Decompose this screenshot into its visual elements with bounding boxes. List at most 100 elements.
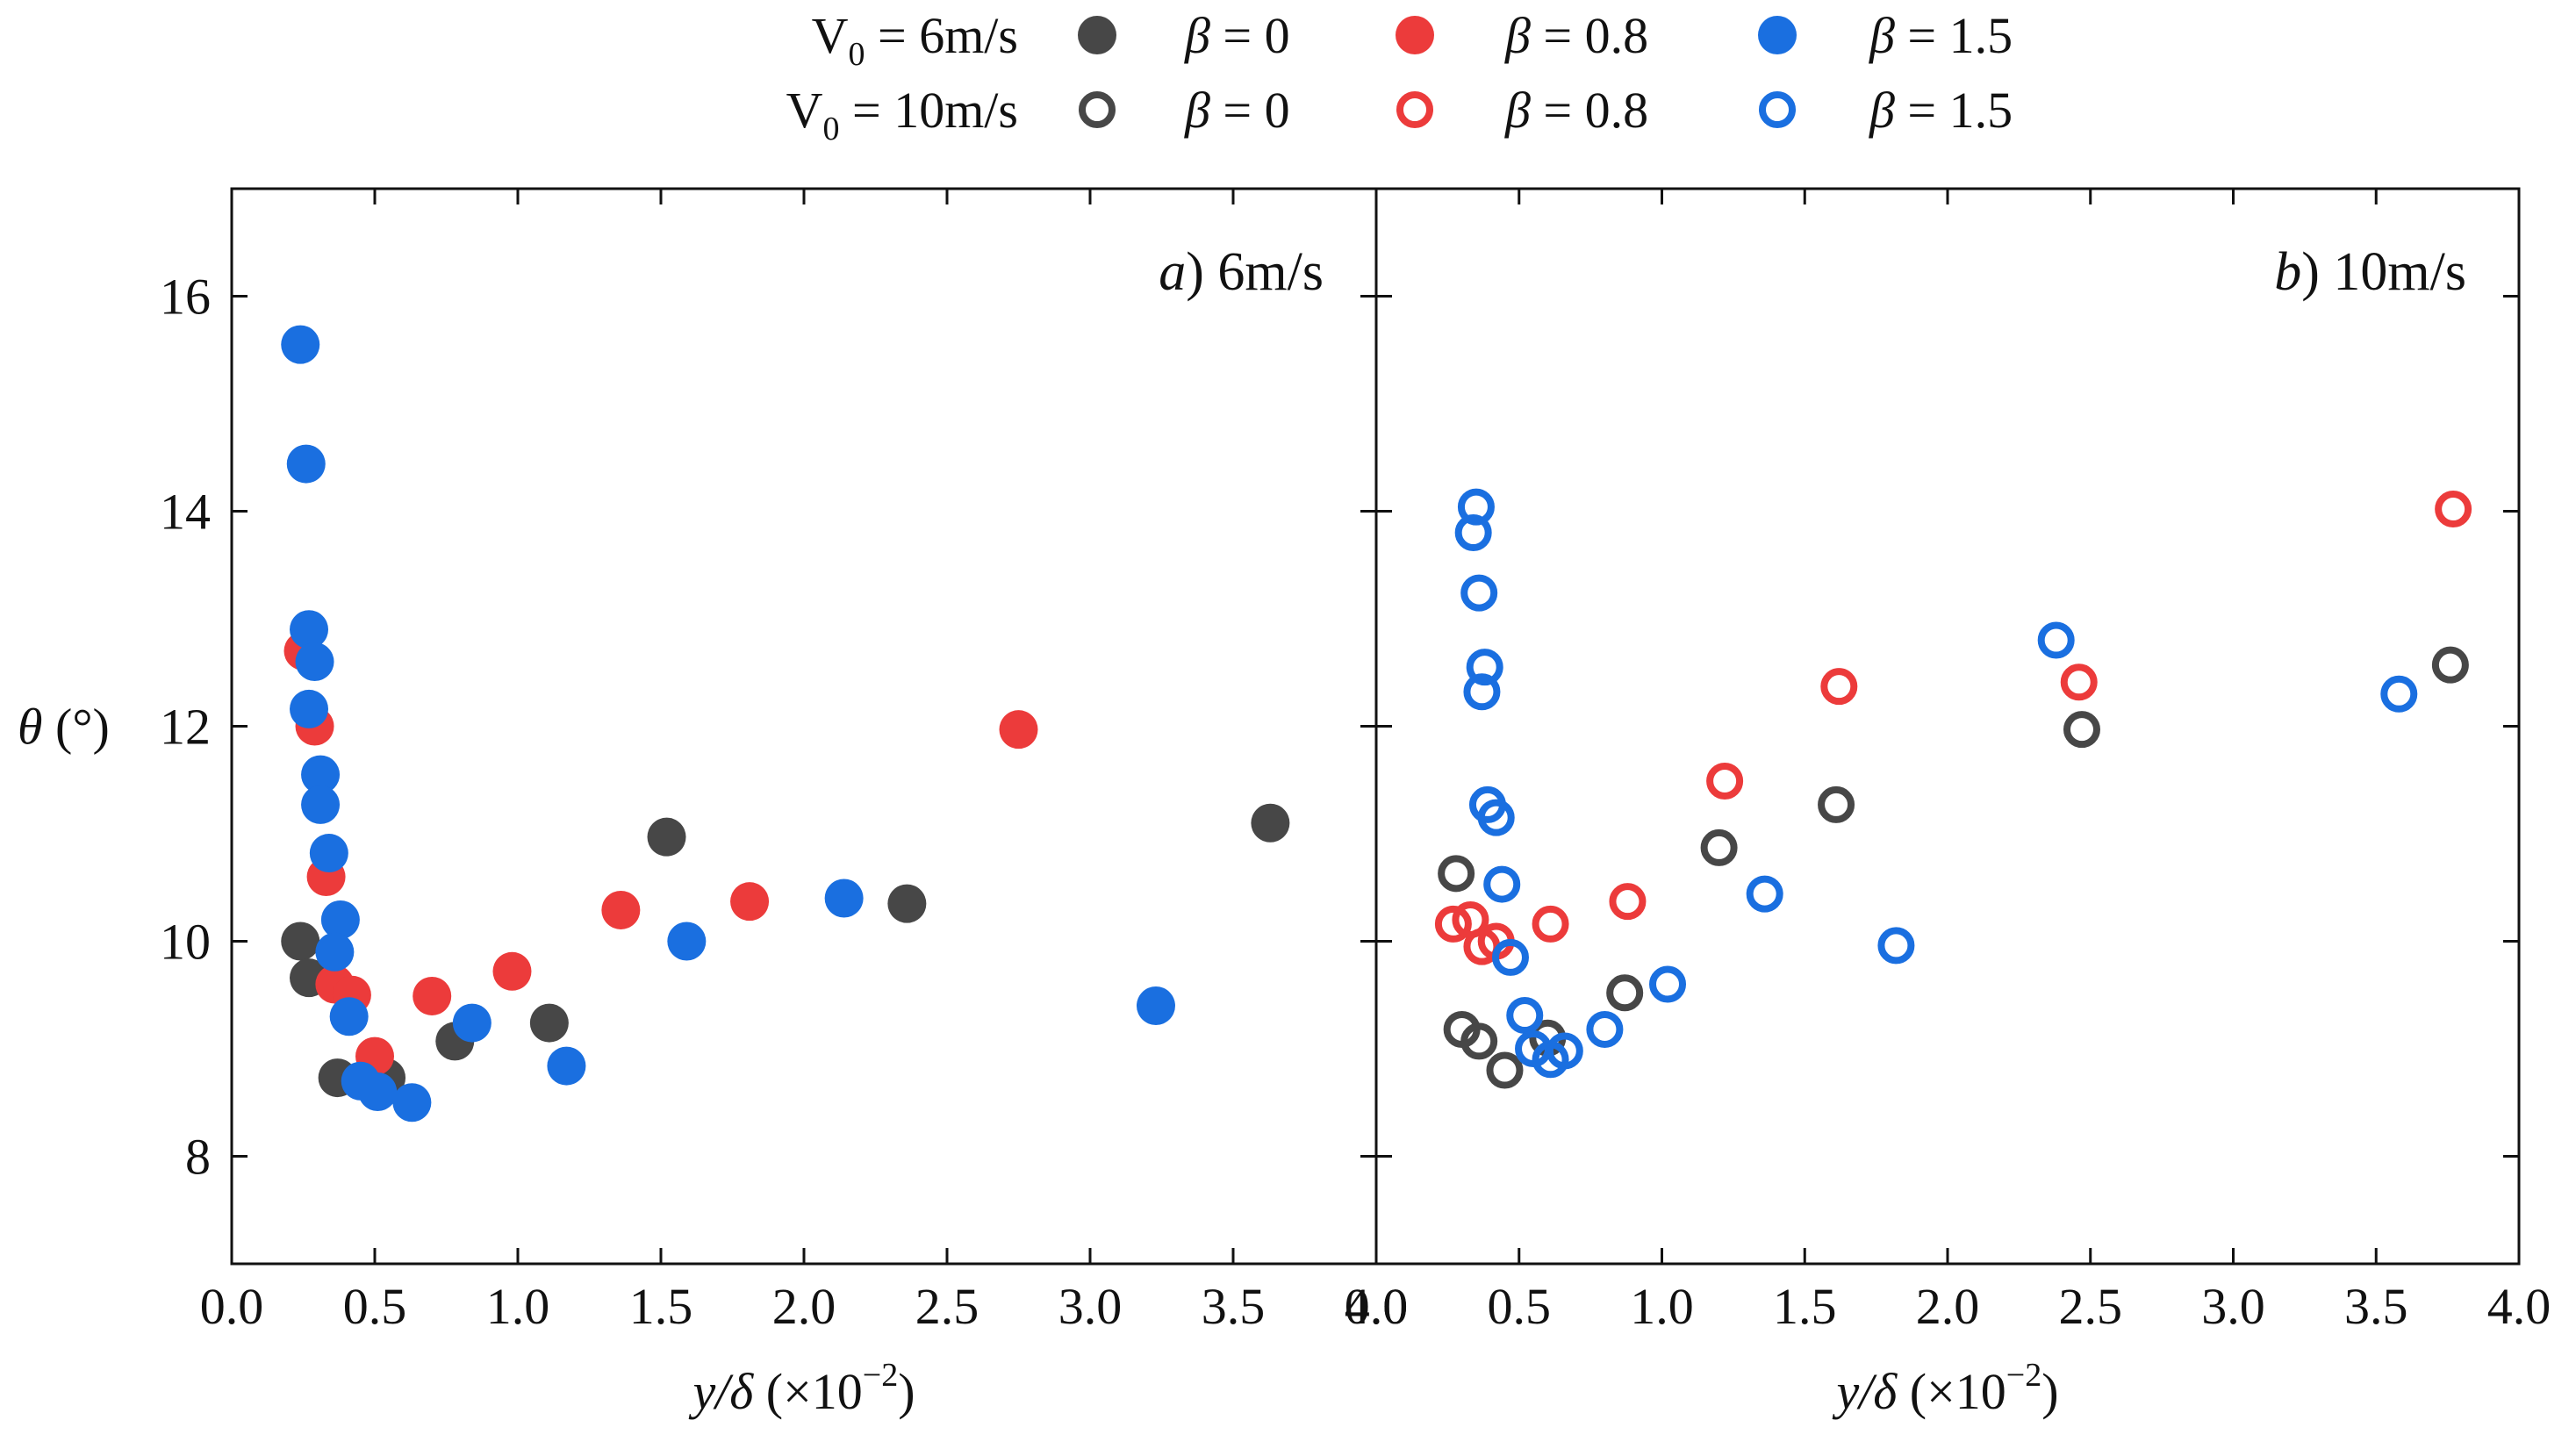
data-point	[358, 1072, 398, 1111]
legend-speed-v: V	[812, 7, 849, 64]
x-tick-label: 1.0	[486, 1278, 550, 1335]
x-tick-label: 3.0	[2201, 1278, 2265, 1335]
data-point	[295, 642, 334, 681]
x-axis-symbol: y/δ	[688, 1363, 754, 1420]
legend-beta-value: = 0	[1210, 82, 1290, 139]
data-point	[1877, 927, 1915, 965]
x-tick-label: 2.0	[772, 1278, 836, 1335]
x-tick-label: 3.0	[1058, 1278, 1123, 1335]
data-point	[1486, 1051, 1524, 1089]
x-axis-exponent: −2	[2006, 1357, 2041, 1394]
data-point	[2435, 491, 2472, 528]
data-point	[1700, 828, 1738, 866]
legend-beta-symbol: β	[1504, 7, 1531, 64]
legend-beta-symbol: β	[1184, 82, 1210, 139]
x-tick-label: 1.5	[629, 1278, 693, 1335]
legend-beta-label: β = 1.5	[1869, 7, 2013, 64]
legend-beta-label: β = 0.8	[1504, 82, 1648, 139]
data-point	[1457, 488, 1495, 526]
legend-speed-value: = 6m/s	[865, 7, 1018, 64]
legend-beta-label: β = 1.5	[1869, 82, 2013, 139]
legend-beta-symbol: β	[1184, 7, 1210, 64]
data-point	[2037, 621, 2075, 659]
panel-frame	[1374, 187, 2521, 1266]
data-point	[1820, 668, 1858, 706]
series-beta_1-5	[1454, 488, 2418, 1079]
data-point	[301, 755, 341, 794]
legend-speed-v: V	[786, 82, 823, 139]
panel-title-text: ) 10m/s	[2301, 242, 2466, 302]
legend-speed-sub: 0	[822, 111, 839, 147]
x-tick-label: 0.0	[1345, 1278, 1409, 1335]
data-point	[1438, 855, 1475, 893]
data-point	[1463, 673, 1501, 711]
y-axis-label: θ (°)	[18, 699, 110, 756]
data-point	[887, 884, 927, 923]
legend-marker-open	[1759, 91, 1796, 128]
data-point	[315, 932, 355, 972]
data-point	[1706, 762, 1744, 800]
y-tick-label: 10	[160, 914, 211, 971]
data-point	[281, 325, 320, 364]
legend-marker-filled	[1078, 16, 1116, 54]
data-point	[2060, 663, 2098, 701]
series-beta_0-8	[1434, 491, 2472, 965]
y-tick-label: 14	[160, 484, 211, 541]
data-point	[1434, 905, 1472, 943]
x-tick-label: 0.0	[200, 1278, 264, 1335]
panel-title: a) 6m/s	[1159, 242, 1324, 302]
legend-beta-label: β = 0	[1184, 82, 1290, 139]
x-tick-label: 0.5	[343, 1278, 407, 1335]
data-point	[329, 997, 369, 1036]
legend-beta-value: = 0	[1210, 7, 1290, 64]
data-point	[1532, 905, 1569, 943]
x-tick-label: 3.5	[2344, 1278, 2408, 1335]
legend-beta-label: β = 0	[1184, 7, 1290, 64]
legend-beta-value: = 0.8	[1531, 82, 1648, 139]
data-point	[392, 1083, 432, 1122]
data-point	[286, 444, 326, 484]
data-point	[1477, 799, 1515, 836]
legend-marker-open	[1079, 91, 1116, 128]
y-axis-symbol: θ	[18, 699, 43, 756]
x-axis-close: )	[898, 1363, 915, 1420]
x-tick-label: 4.0	[1345, 1278, 1409, 1335]
panel-title-letter: a	[1159, 242, 1186, 302]
data-point	[301, 785, 341, 824]
data-point	[824, 879, 864, 918]
y-tick-label: 16	[160, 269, 211, 326]
legend-speed-label: V0 = 10m/s	[786, 82, 1018, 147]
data-point	[547, 1046, 586, 1086]
legend-beta-label: β = 0.8	[1504, 7, 1648, 64]
x-axis-symbol: y/δ	[1832, 1363, 1898, 1420]
legend-beta-symbol: β	[1869, 82, 1895, 139]
legend-marker-open	[1396, 91, 1433, 128]
panel-b: 0.0 0.5 1.0 1.5 2.0 2.5 3.0 3.5 4.0 y/δ (×10−2) b)…	[1345, 187, 2551, 1420]
data-point	[492, 951, 532, 991]
data-point	[1609, 883, 1647, 921]
data-point	[1483, 865, 1521, 903]
legend-beta-value: = 1.5	[1895, 82, 2013, 139]
x-tick-label: 2.5	[2059, 1278, 2123, 1335]
legend-beta-symbol: β	[1869, 7, 1895, 64]
data-point	[1506, 997, 1544, 1035]
data-point	[1546, 1032, 1583, 1070]
legend-beta-value: = 1.5	[1895, 7, 2013, 64]
legend-marker-filled	[1758, 16, 1797, 54]
data-point	[2063, 711, 2100, 749]
x-tick-label: 2.0	[1916, 1278, 1980, 1335]
data-point	[1491, 938, 1529, 976]
data-point	[2431, 646, 2469, 684]
data-point	[730, 882, 770, 922]
x-axis-label: y/δ (×10−2)	[688, 1357, 915, 1420]
data-point	[309, 834, 348, 873]
panel-title-text: ) 6m/s	[1186, 242, 1324, 302]
data-point	[1136, 986, 1175, 1025]
panel-a: 0.0 0.5 1.0 1.5 2.0 2.5 3.0 3.5 4.0 y/δ (×10−2) a)…	[200, 187, 1409, 1420]
data-point	[1454, 514, 1492, 551]
x-axis-unit: (×10	[753, 1363, 863, 1420]
data-point	[529, 1003, 569, 1043]
legend-beta-value: = 0.8	[1531, 7, 1648, 64]
data-point	[290, 610, 329, 649]
